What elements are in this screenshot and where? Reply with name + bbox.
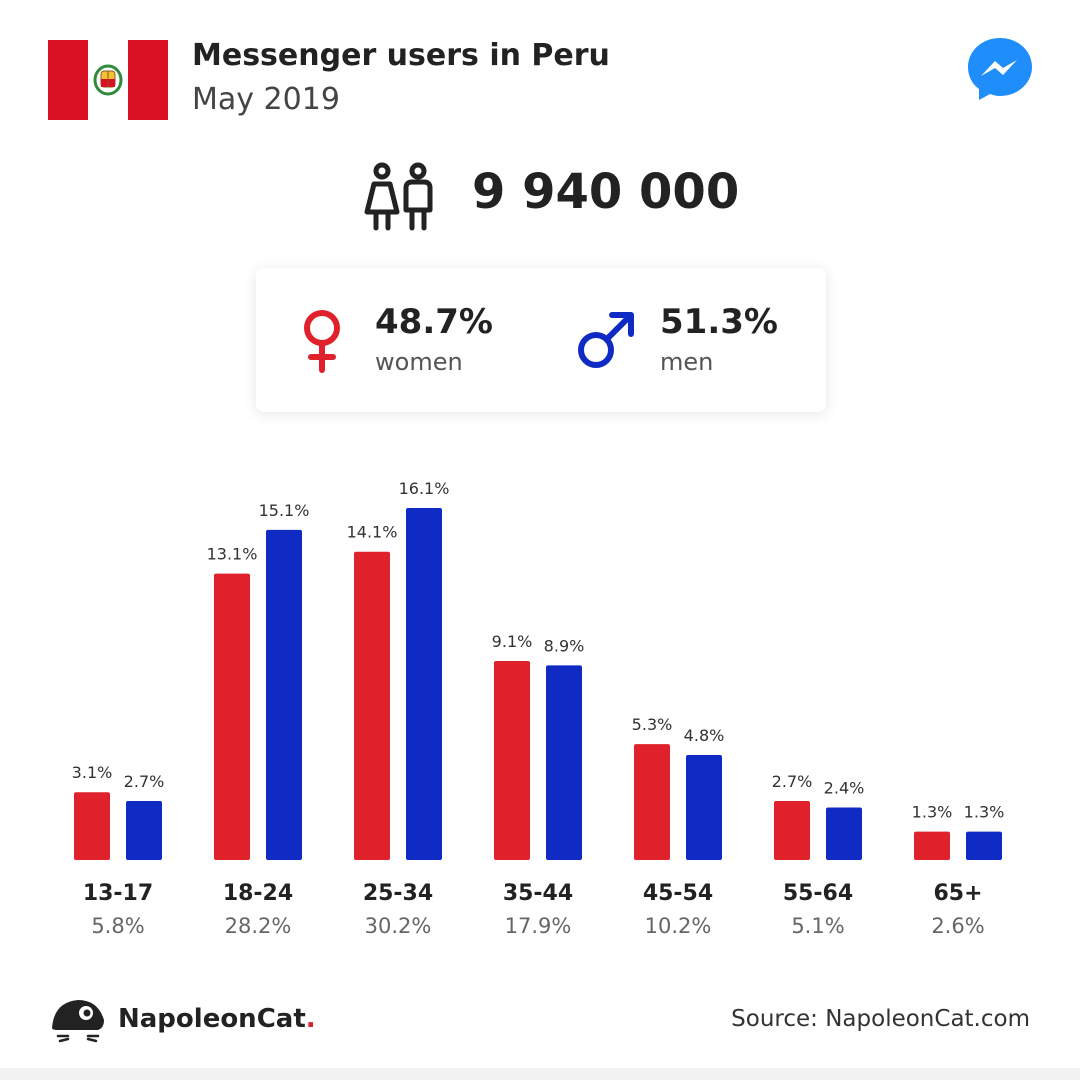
age-group-label: 65+ (933, 881, 982, 906)
bar-women-65+ (914, 831, 950, 860)
age-group-total: 17.9% (505, 914, 572, 938)
peru-flag-icon (48, 40, 168, 120)
bar-value-label: 15.1% (259, 501, 310, 520)
bar-value-label: 1.3% (912, 803, 953, 822)
bar-value-label: 13.1% (207, 545, 258, 564)
brand-text: NapoleonCat (118, 1004, 306, 1034)
bar-men-18-24 (266, 529, 302, 860)
bar-value-label: 9.1% (492, 632, 533, 651)
male-symbol-icon (578, 312, 634, 368)
bar-value-label: 16.1% (399, 479, 450, 498)
age-group-total: 30.2% (365, 914, 432, 938)
source-text: Source: NapoleonCat.com (731, 1006, 1030, 1032)
brand-name: NapoleonCat. (118, 1004, 316, 1034)
age-group-label: 55-64 (783, 881, 853, 906)
total-users-value: 9 940 000 (472, 164, 740, 220)
gender-card: 48.7% women 51.3% men (256, 268, 826, 412)
bar-women-13-17 (74, 792, 110, 860)
bar-value-label: 14.1% (347, 523, 398, 542)
bar-women-35-44 (494, 661, 530, 860)
bar-women-25-34 (354, 551, 390, 860)
age-group-label: 25-34 (363, 881, 433, 906)
age-group-total: 28.2% (225, 914, 292, 938)
bar-women-55-64 (774, 800, 810, 860)
messenger-logo-icon (968, 38, 1032, 100)
men-label: men (660, 348, 714, 376)
age-group-total: 5.8% (91, 914, 144, 938)
bar-women-18-24 (214, 573, 250, 860)
women-label: women (375, 348, 463, 376)
bar-value-label: 2.4% (824, 779, 865, 798)
bar-value-label: 2.7% (124, 772, 165, 791)
bar-value-label: 8.9% (544, 636, 585, 655)
page-title: Messenger users in Peru (192, 38, 610, 73)
men-percentage: 51.3% (660, 302, 778, 342)
users-icon (364, 162, 433, 231)
bar-men-35-44 (546, 665, 582, 860)
age-group-label: 45-54 (643, 881, 713, 906)
bar-value-label: 3.1% (72, 763, 113, 782)
age-group-label: 35-44 (503, 881, 573, 906)
bar-men-25-34 (406, 508, 442, 860)
page-subtitle: May 2019 (192, 82, 340, 117)
bar-value-label: 2.7% (772, 772, 813, 791)
bar-value-label: 5.3% (632, 715, 673, 734)
women-percentage: 48.7% (375, 302, 493, 342)
bar-value-label: 4.8% (684, 726, 725, 745)
age-group-total: 5.1% (791, 914, 844, 938)
bottom-strip (0, 1068, 1080, 1080)
brand-dot: . (305, 1004, 316, 1034)
bar-men-55-64 (826, 807, 862, 860)
bar-women-45-54 (634, 744, 670, 860)
age-group-total: 10.2% (645, 914, 712, 938)
bar-men-65+ (966, 831, 1002, 860)
age-group-total: 2.6% (931, 914, 984, 938)
age-gender-bar-chart: 3.1% 2.7% 13-17 5.8% 13.1% 15.1% 18-24 28.2% 14.… (72, 479, 1005, 938)
bar-men-13-17 (126, 800, 162, 860)
age-group-label: 18-24 (223, 881, 293, 906)
bar-value-label: 1.3% (964, 803, 1005, 822)
female-symbol-icon (304, 310, 340, 373)
napoleoncat-logo-icon (52, 1000, 104, 1043)
bar-men-45-54 (686, 755, 722, 860)
age-group-label: 13-17 (83, 881, 153, 906)
